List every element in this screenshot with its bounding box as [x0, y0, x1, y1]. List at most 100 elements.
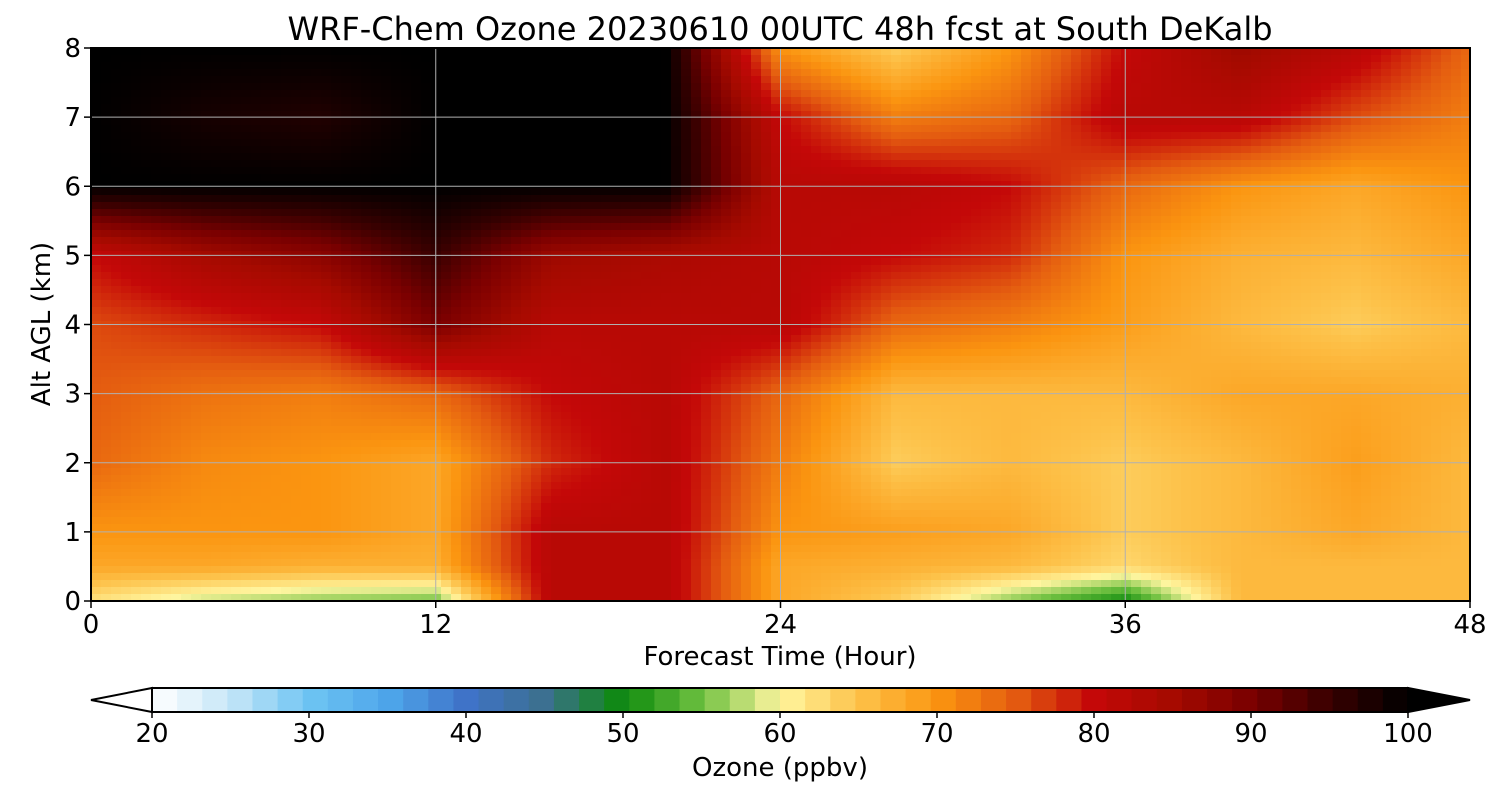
heatmap-cell: [511, 230, 522, 238]
heatmap-cell: [1241, 160, 1252, 168]
heatmap-cell: [341, 118, 352, 126]
heatmap-cell: [761, 209, 772, 217]
heatmap-cell: [251, 216, 262, 224]
heatmap-cell: [1311, 230, 1322, 238]
heatmap-cell: [991, 48, 1002, 56]
heatmap-cell: [891, 153, 902, 161]
heatmap-cell: [1231, 48, 1242, 56]
heatmap-cell: [721, 97, 732, 105]
heatmap-cell: [871, 132, 882, 140]
heatmap-cell: [1091, 48, 1102, 56]
heatmap-cell: [1351, 230, 1362, 238]
heatmap-cell: [511, 237, 522, 245]
heatmap-cell: [751, 188, 762, 196]
heatmap-cell: [1181, 83, 1192, 91]
heatmap-cell: [411, 265, 422, 273]
heatmap-cell: [1411, 111, 1422, 119]
heatmap-cell: [211, 251, 222, 259]
heatmap-cell: [861, 195, 872, 203]
heatmap-cell: [1071, 139, 1082, 147]
heatmap-cell: [981, 83, 992, 91]
heatmap-cell: [291, 181, 302, 189]
heatmap-cell: [761, 230, 772, 238]
heatmap-cell: [1261, 244, 1272, 252]
heatmap-cell: [461, 104, 472, 112]
heatmap-cell: [811, 279, 822, 287]
heatmap-cell: [401, 202, 412, 210]
heatmap-cell: [1311, 90, 1322, 98]
heatmap-cell: [891, 160, 902, 168]
heatmap-cell: [301, 244, 312, 252]
heatmap-cell: [641, 132, 652, 140]
heatmap-cell: [551, 97, 562, 105]
heatmap-cell: [681, 237, 692, 245]
heatmap-cell: [621, 153, 632, 161]
heatmap-cell: [281, 300, 292, 308]
heatmap-cell: [871, 209, 882, 217]
heatmap-cell: [1041, 293, 1052, 301]
heatmap-cell: [341, 244, 352, 252]
heatmap-cell: [941, 55, 952, 63]
heatmap-cell: [91, 139, 102, 147]
heatmap-cell: [251, 55, 262, 63]
heatmap-cell: [571, 258, 582, 266]
heatmap-cell: [1171, 125, 1182, 133]
heatmap-cell: [451, 293, 462, 301]
heatmap-cell: [1391, 202, 1402, 210]
heatmap-cell: [1221, 104, 1232, 112]
heatmap-cell: [1321, 167, 1332, 175]
heatmap-cell: [191, 300, 202, 308]
heatmap-cell: [701, 286, 712, 294]
heatmap-cell: [1191, 76, 1202, 84]
heatmap-cell: [1081, 293, 1092, 301]
heatmap-cell: [1271, 258, 1282, 266]
heatmap-cell: [891, 195, 902, 203]
heatmap-cell: [981, 139, 992, 147]
heatmap-cell: [1311, 237, 1322, 245]
heatmap-cell: [1151, 118, 1162, 126]
heatmap-cell: [871, 153, 882, 161]
heatmap-cell: [151, 97, 162, 105]
heatmap-cell: [111, 69, 122, 77]
heatmap-cell: [991, 153, 1002, 161]
heatmap-cell: [661, 118, 672, 126]
heatmap-cell: [441, 146, 452, 154]
heatmap-cell: [171, 174, 182, 182]
heatmap-cell: [1181, 139, 1192, 147]
heatmap-cell: [91, 153, 102, 161]
heatmap-cell: [931, 55, 942, 63]
heatmap-cell: [1281, 69, 1292, 77]
heatmap-cell: [551, 195, 562, 203]
heatmap-cell: [1271, 69, 1282, 77]
heatmap-cell: [831, 111, 842, 119]
heatmap-cell: [601, 132, 612, 140]
heatmap-cell: [1211, 181, 1222, 189]
heatmap-cell: [471, 195, 482, 203]
heatmap-cell: [1191, 230, 1202, 238]
heatmap-cell: [801, 230, 812, 238]
heatmap-cell: [1091, 139, 1102, 147]
heatmap-cell: [991, 230, 1002, 238]
heatmap-cell: [741, 216, 752, 224]
heatmap-cell: [1171, 111, 1182, 119]
heatmap-cell: [971, 265, 982, 273]
heatmap-cell: [921, 272, 932, 280]
heatmap-cell: [221, 48, 232, 56]
heatmap-cell: [1211, 279, 1222, 287]
heatmap-cell: [1031, 104, 1042, 112]
heatmap-cell: [591, 223, 602, 231]
heatmap-cell: [701, 237, 712, 245]
heatmap-cell: [1261, 181, 1272, 189]
heatmap-cell: [501, 195, 512, 203]
heatmap-cell: [221, 293, 232, 301]
heatmap-cell: [101, 160, 112, 168]
heatmap-cell: [271, 48, 282, 56]
heatmap-cell: [671, 272, 682, 280]
heatmap-cell: [621, 181, 632, 189]
heatmap-cell: [911, 62, 922, 70]
heatmap-cell: [1101, 258, 1112, 266]
heatmap-cell: [1261, 55, 1272, 63]
heatmap-cell: [1391, 265, 1402, 273]
heatmap-cell: [561, 132, 572, 140]
heatmap-cell: [1171, 202, 1182, 210]
